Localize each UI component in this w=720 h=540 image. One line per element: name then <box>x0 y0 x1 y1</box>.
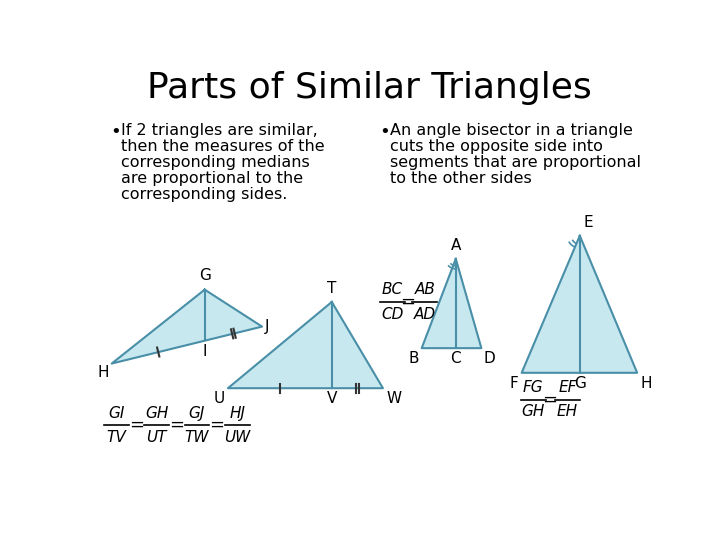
Text: GH: GH <box>145 406 168 421</box>
Text: If 2 triangles are similar,: If 2 triangles are similar, <box>121 123 318 138</box>
Text: A: A <box>451 238 461 253</box>
Text: H: H <box>640 376 652 391</box>
Text: BC: BC <box>382 282 402 298</box>
Text: J: J <box>265 319 270 334</box>
Text: segments that are proportional: segments that are proportional <box>390 155 641 170</box>
Polygon shape <box>522 236 637 373</box>
Text: corresponding sides.: corresponding sides. <box>121 187 287 202</box>
Text: EH: EH <box>557 404 578 420</box>
Text: V: V <box>327 392 337 406</box>
Text: W: W <box>386 392 401 406</box>
Text: UW: UW <box>224 430 251 445</box>
Text: TV: TV <box>107 430 126 445</box>
Text: I: I <box>202 343 207 359</box>
Polygon shape <box>228 302 383 388</box>
Text: then the measures of the: then the measures of the <box>121 139 325 154</box>
Polygon shape <box>422 259 482 348</box>
Text: B: B <box>408 351 418 366</box>
Text: C: C <box>451 351 461 366</box>
Text: D: D <box>484 351 495 366</box>
Text: An angle bisector in a triangle: An angle bisector in a triangle <box>390 123 633 138</box>
Text: =: = <box>400 293 415 311</box>
Text: EF: EF <box>558 380 577 395</box>
Text: TW: TW <box>185 430 210 445</box>
Text: UT: UT <box>146 430 167 445</box>
Text: cuts the opposite side into: cuts the opposite side into <box>390 139 603 154</box>
Text: Parts of Similar Triangles: Parts of Similar Triangles <box>147 71 591 105</box>
Polygon shape <box>112 289 262 363</box>
Text: AB: AB <box>415 282 435 298</box>
Text: corresponding medians: corresponding medians <box>121 155 310 170</box>
Text: U: U <box>214 392 225 406</box>
Text: •: • <box>110 123 121 140</box>
Text: FG: FG <box>523 380 544 395</box>
Text: CD: CD <box>381 307 403 322</box>
Text: =: = <box>210 416 225 434</box>
Text: GJ: GJ <box>189 406 205 421</box>
Text: G: G <box>574 376 586 391</box>
Text: F: F <box>509 376 518 391</box>
Text: E: E <box>584 214 593 230</box>
Text: AD: AD <box>414 307 436 322</box>
Text: H: H <box>97 365 109 380</box>
Text: are proportional to the: are proportional to the <box>121 171 303 186</box>
Text: GH: GH <box>521 404 545 420</box>
Text: •: • <box>379 123 390 140</box>
Text: G: G <box>199 268 211 284</box>
Text: to the other sides: to the other sides <box>390 171 531 186</box>
Text: =: = <box>169 416 184 434</box>
Text: =: = <box>129 416 144 434</box>
Text: HJ: HJ <box>229 406 246 421</box>
Text: =: = <box>542 391 557 409</box>
Text: T: T <box>327 281 336 296</box>
Text: GI: GI <box>108 406 125 421</box>
